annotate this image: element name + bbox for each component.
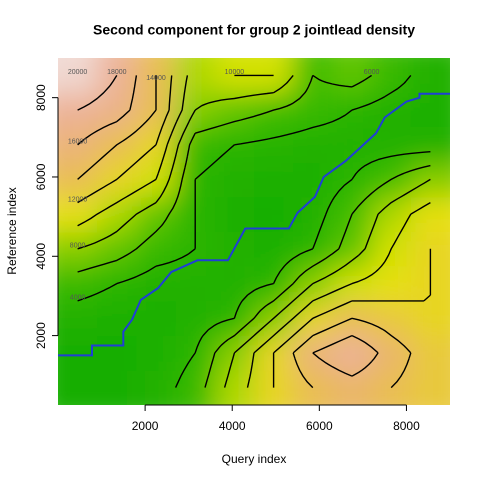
y-tick-label: 6000	[34, 163, 48, 190]
heatmap-cells	[58, 58, 450, 405]
contour-line	[77, 75, 118, 111]
heat-cell	[410, 300, 450, 337]
heat-cell	[175, 300, 216, 337]
heat-cell	[410, 370, 450, 405]
heat-cell	[293, 162, 333, 198]
path-layer	[58, 92, 450, 357]
contour-label: 18000	[107, 69, 127, 76]
heat-cell	[136, 162, 177, 198]
y-tick-label: 8000	[34, 84, 48, 111]
contour-label: 6000	[364, 69, 380, 76]
heat-cell	[97, 335, 137, 371]
x-tick-label: 6000	[306, 419, 333, 433]
heat-cell	[97, 92, 137, 128]
heat-cell	[293, 231, 333, 267]
heat-cell	[293, 58, 333, 94]
contour-label: 20000	[68, 69, 88, 76]
contour-line	[77, 75, 412, 389]
heat-cell	[58, 266, 98, 302]
contours: 4000 6000 8000 10000 12000 14000 16000 18000 200…	[68, 69, 432, 389]
heat-cell	[371, 127, 412, 163]
heat-cell	[410, 127, 450, 163]
y-axis-label: Reference index	[5, 187, 19, 274]
heat-cell	[371, 58, 412, 94]
heat-cell	[371, 92, 412, 128]
heat-cell	[332, 370, 373, 405]
contour-label: 4000	[70, 295, 86, 302]
heat-cell	[214, 196, 255, 232]
contour-line	[77, 74, 431, 388]
x-tick-label: 2000	[132, 419, 159, 433]
heat-cell	[97, 58, 137, 94]
heat-cell	[293, 92, 333, 128]
heat-cell	[214, 370, 255, 405]
heat-cell	[97, 300, 137, 337]
contour-label: 14000	[146, 75, 166, 82]
contour-line	[77, 74, 431, 388]
heat-cell	[293, 196, 333, 232]
contour-label: 12000	[68, 196, 88, 203]
heat-cell	[175, 266, 216, 302]
warping-path	[58, 92, 450, 357]
heat-cell	[214, 300, 255, 337]
heat-cell	[214, 162, 255, 198]
heat-cell	[410, 335, 450, 371]
contour-line	[77, 74, 431, 388]
y-tick-label: 2000	[34, 322, 48, 349]
axes: 2000 4000 6000 8000 2000 4000 6000 8000	[34, 84, 420, 433]
contour-label: 10000	[225, 69, 245, 76]
heat-cell	[371, 300, 412, 337]
heat-cell	[410, 196, 450, 232]
heat-cell	[410, 231, 450, 267]
y-tick-label: 4000	[34, 243, 48, 270]
heatmap	[58, 58, 450, 405]
heat-cell	[175, 370, 216, 405]
heat-cell	[332, 127, 373, 163]
heat-cell	[97, 231, 137, 267]
heat-cell	[293, 370, 333, 405]
heat-cell	[293, 127, 333, 163]
heat-cell	[214, 58, 255, 94]
chart-title: Second component for group 2 jointlead d…	[93, 22, 415, 38]
heat-cell	[136, 266, 177, 302]
heat-cell	[371, 266, 412, 302]
heat-cell	[254, 127, 294, 163]
contour-label: 8000	[70, 243, 86, 250]
heat-cell	[136, 335, 177, 371]
contour-line	[77, 75, 379, 377]
contour-line	[77, 75, 432, 388]
x-tick-label: 8000	[393, 419, 420, 433]
heat-cell	[410, 58, 450, 94]
contour-line	[77, 74, 431, 388]
contour-label: 16000	[68, 139, 88, 146]
heat-cell	[254, 196, 294, 232]
heat-cell	[410, 266, 450, 302]
heat-cell	[58, 300, 98, 337]
x-tick-label: 4000	[219, 419, 246, 433]
heat-cell	[58, 370, 98, 405]
x-axis-label: Query index	[222, 452, 287, 466]
heat-cell	[254, 231, 294, 267]
heat-cell	[136, 231, 177, 267]
heat-cell	[136, 300, 177, 337]
heat-cell	[254, 266, 294, 302]
heat-cell	[136, 370, 177, 405]
heat-cell	[58, 58, 98, 94]
heat-cell	[175, 58, 216, 94]
heat-cell	[371, 370, 412, 405]
heat-cell	[97, 370, 137, 405]
heat-cell	[254, 162, 294, 198]
heat-cell	[254, 58, 294, 94]
heat-cell	[214, 266, 255, 302]
